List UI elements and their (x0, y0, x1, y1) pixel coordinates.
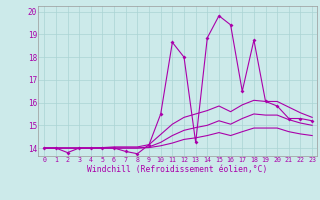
X-axis label: Windchill (Refroidissement éolien,°C): Windchill (Refroidissement éolien,°C) (87, 165, 268, 174)
